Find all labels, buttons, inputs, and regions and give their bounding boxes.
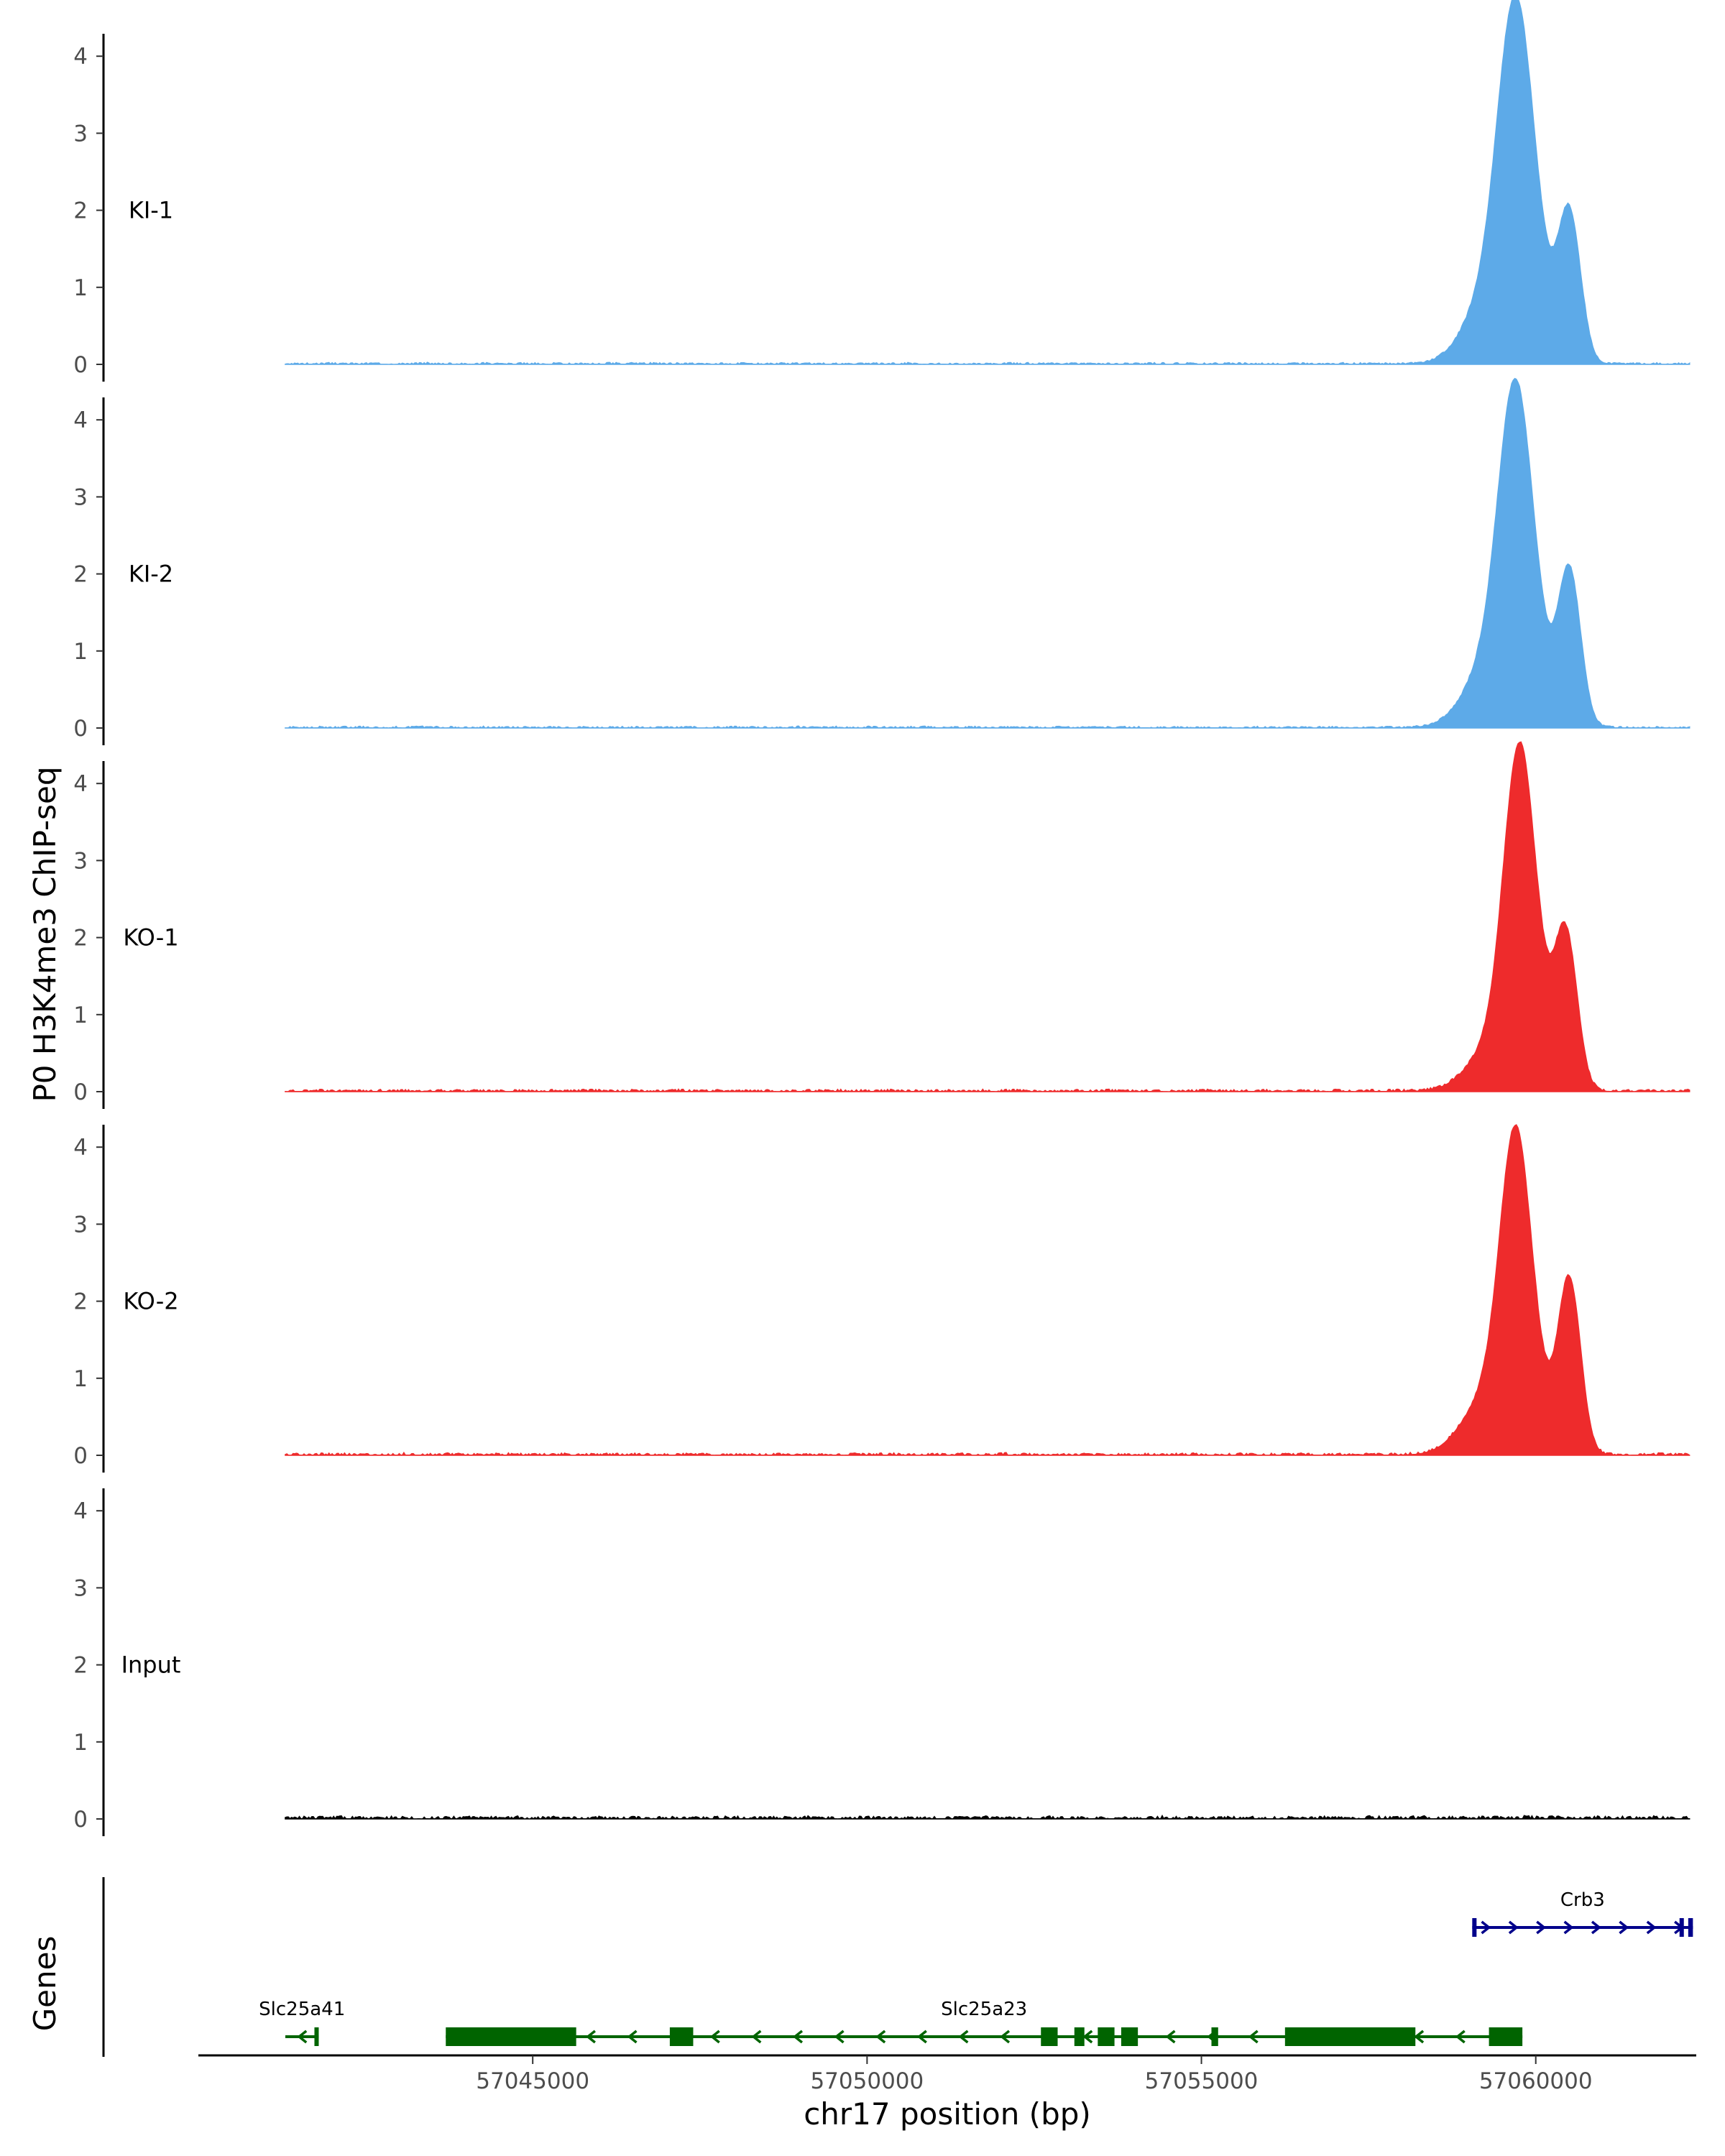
y-tick-label: 3 — [73, 848, 88, 874]
track-input: 0 1 2 3 4 Input — [73, 1488, 1690, 1836]
coverage-area-ko-1 — [285, 741, 1690, 1093]
y-tick-label: 1 — [73, 639, 88, 665]
strand-arrow — [958, 2030, 969, 2044]
y-tick-label: 1 — [73, 1730, 88, 1756]
y-tick-label: 0 — [73, 1807, 88, 1833]
exon — [1688, 1918, 1693, 1937]
strand-arrow — [1536, 1920, 1547, 1935]
strand-arrow — [1082, 2030, 1093, 2044]
track-ko-2: 0 1 2 3 4 KO-2 — [73, 1124, 1690, 1473]
strand-arrow — [1481, 1920, 1491, 1935]
track-ki-1: 0 1 2 3 4 KI-1 — [73, 0, 1690, 382]
y-tick-label: 3 — [73, 1212, 88, 1238]
strand-arrow — [834, 2030, 845, 2044]
y-tick-label: 2 — [73, 1653, 88, 1679]
coverage-area-ko-2 — [285, 1124, 1690, 1457]
y-tick-label: 1 — [73, 1003, 88, 1028]
y-tick-label: 3 — [73, 484, 88, 510]
x-tick-label: 57055000 — [1145, 2068, 1259, 2094]
gene-label: Slc25a23 — [941, 1999, 1027, 2020]
strand-arrow — [586, 2030, 596, 2044]
x-tick-label: 57045000 — [476, 2068, 589, 2094]
exon — [1489, 2027, 1523, 2046]
strand-arrow — [1563, 1920, 1574, 1935]
y-tick-label: 2 — [73, 926, 88, 952]
strand-arrow — [1619, 1920, 1629, 1935]
y-tick-label: 1 — [73, 275, 88, 301]
exon — [1472, 1918, 1477, 1937]
strand-arrow — [627, 2030, 638, 2044]
coverage-area-input — [285, 1814, 1690, 1820]
y-tick-label: 0 — [73, 716, 88, 742]
coverage-area-ki-1 — [285, 0, 1690, 365]
x-tick-label: 57060000 — [1479, 2068, 1593, 2094]
exon — [1041, 2027, 1058, 2046]
y-tick-label: 4 — [73, 1135, 88, 1161]
y-tick-label: 4 — [73, 407, 88, 433]
track-label: Input — [121, 1651, 181, 1679]
y-tick-label: 4 — [73, 1498, 88, 1524]
genes-panel: Slc25a41 Slc25a23 Crb3 — [102, 1877, 1693, 2057]
gene-label: Slc25a41 — [259, 1999, 345, 2020]
strand-arrow — [709, 2030, 720, 2044]
strand-arrow — [793, 2030, 804, 2044]
genes-axis-title: Genes — [27, 1936, 63, 2032]
y-tick-label: 3 — [73, 121, 88, 147]
x-axis: 57045000 57050000 57055000 57060000 — [198, 2054, 1696, 2094]
y-tick-label: 2 — [73, 198, 88, 224]
coverage-panels: 0 1 2 3 4 KI-1 0 1 2 3 4 KI-2 0 1 2 3 4 KO-1 0 1 2 3 4 KO-2 0 1 2 3… — [73, 0, 1690, 1836]
y-tick-label: 3 — [73, 1575, 88, 1601]
y-axis-title: P0 H3K4me3 ChIP-seq — [27, 766, 63, 1102]
strand-arrow — [1508, 1920, 1519, 1935]
track-label: KO-2 — [123, 1288, 178, 1315]
track-label: KO-1 — [123, 924, 178, 952]
strand-arrow — [751, 2030, 762, 2044]
y-tick-label: 2 — [73, 562, 88, 588]
y-tick-label: 0 — [73, 352, 88, 378]
y-tick-label: 2 — [73, 1289, 88, 1315]
exon — [1074, 2027, 1085, 2046]
strand-arrow — [1248, 2030, 1259, 2044]
strand-arrow — [916, 2030, 927, 2044]
y-tick-label: 0 — [73, 1443, 88, 1469]
track-ko-1: 0 1 2 3 4 KO-1 — [73, 741, 1690, 1109]
strand-arrow — [1455, 2030, 1466, 2044]
coverage-area-ki-2 — [285, 377, 1690, 729]
exon — [1679, 1918, 1684, 1937]
gene-crb3: Crb3 — [1472, 1889, 1693, 1937]
strand-arrow — [297, 2030, 308, 2044]
y-tick-label: 4 — [73, 771, 88, 797]
exon — [314, 2027, 319, 2046]
gene-label: Crb3 — [1560, 1889, 1605, 1911]
strand-arrow — [1000, 2030, 1011, 2044]
track-label: KI-1 — [129, 197, 173, 224]
track-ki-2: 0 1 2 3 4 KI-2 — [73, 377, 1690, 745]
y-tick-label: 0 — [73, 1079, 88, 1105]
strand-arrow — [1646, 1920, 1657, 1935]
strand-arrow — [1414, 2030, 1425, 2044]
x-axis-title: chr17 position (bp) — [804, 2096, 1091, 2132]
exon — [1284, 2027, 1416, 2046]
x-tick-label: 57050000 — [810, 2068, 924, 2094]
gene-slc25a41: Slc25a41 — [259, 1999, 345, 2046]
exon — [446, 2027, 576, 2046]
exon — [1211, 2027, 1218, 2046]
gene-slc25a23: Slc25a23 — [446, 1999, 1523, 2046]
strand-arrow — [1591, 1920, 1601, 1935]
exon — [1098, 2027, 1115, 2046]
y-tick-label: 4 — [73, 44, 88, 70]
exon — [669, 2027, 694, 2046]
exon — [1121, 2027, 1138, 2046]
strand-arrow — [1165, 2030, 1176, 2044]
track-label: KI-2 — [129, 561, 173, 588]
strand-arrow — [875, 2030, 886, 2044]
y-tick-label: 1 — [73, 1366, 88, 1392]
